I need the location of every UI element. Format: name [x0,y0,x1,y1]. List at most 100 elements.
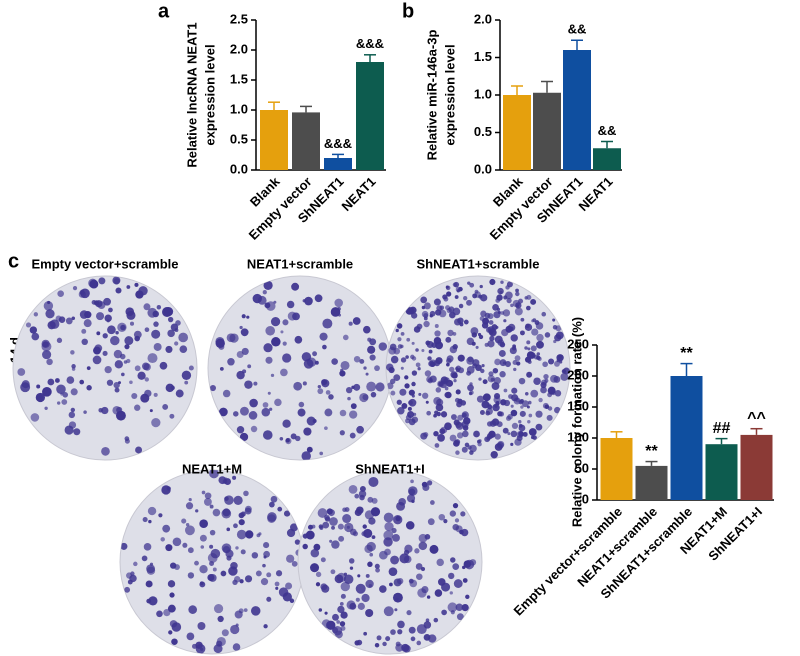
colony [357,602,365,610]
colony [514,307,523,316]
colony [280,368,288,377]
colony [418,541,428,551]
colony [445,336,452,343]
colony [397,337,402,342]
colony [160,537,165,542]
colony [228,566,238,576]
colony [423,320,430,328]
colony [121,372,125,377]
colony [469,559,477,566]
colony [405,521,415,530]
colony [79,289,85,295]
colony [241,347,249,356]
colony [334,574,344,584]
colony [510,442,514,446]
colony [475,345,479,349]
colony [148,519,152,524]
colony [114,387,120,393]
colony [319,525,324,531]
colony [510,409,518,417]
colony [393,374,401,382]
colony [302,381,307,386]
colony [417,588,427,598]
colony [400,332,405,336]
colony [453,379,457,383]
colony [181,370,192,381]
colony [541,311,547,317]
colony [331,540,340,549]
colony [265,356,273,364]
colony [306,357,317,367]
colony [526,371,533,378]
colony [88,278,98,288]
colony [397,629,403,635]
colony [397,620,405,629]
colony [364,510,374,520]
colony [511,387,518,394]
colony [103,297,112,306]
bar [356,62,384,170]
colony [124,586,131,593]
colony [356,425,364,434]
colony [513,367,517,372]
panel-label: c [8,250,19,272]
colony [56,401,61,405]
colony [518,424,526,432]
panel-label: a [158,0,170,22]
colony [438,381,444,387]
colony [481,400,490,409]
colony [490,377,495,382]
colony [313,543,321,551]
colony [374,642,380,648]
colony [238,519,245,526]
colony [375,382,385,392]
colony [330,307,341,317]
colony [379,585,387,593]
colony [466,299,473,306]
colony [408,389,415,396]
colony [305,530,315,540]
colony [199,534,207,542]
colony [530,298,537,305]
colony [544,332,551,338]
colony [98,277,106,285]
colony [473,430,480,438]
colony [435,403,444,412]
colony [331,525,335,530]
colony [29,326,38,334]
colony [340,360,350,370]
y-axis-label: Relative colony formation rate (%) [569,317,584,527]
colony [42,386,52,397]
colony [144,377,149,382]
colony [221,543,232,553]
colony [233,576,241,583]
colony [230,624,240,635]
colony [71,367,76,371]
colony [220,570,227,577]
colony [554,360,560,367]
colony [355,597,360,602]
colony [448,572,455,580]
colony [195,641,203,649]
colony [525,305,531,311]
colony [492,403,500,412]
colony [415,563,423,570]
colony [446,358,452,364]
colony [536,352,541,356]
colony [149,409,153,413]
bar [533,92,561,170]
colony [440,411,448,418]
colony [507,432,511,436]
colony [267,512,277,522]
colony [542,361,548,368]
colony [262,430,273,440]
colony [188,498,192,502]
colony [126,358,131,364]
colony [455,422,464,430]
y-tick-label: 2.0 [474,11,492,26]
colony [262,402,269,408]
colony [352,317,361,325]
colony [480,368,485,374]
colony [329,539,333,543]
colony [306,416,316,426]
